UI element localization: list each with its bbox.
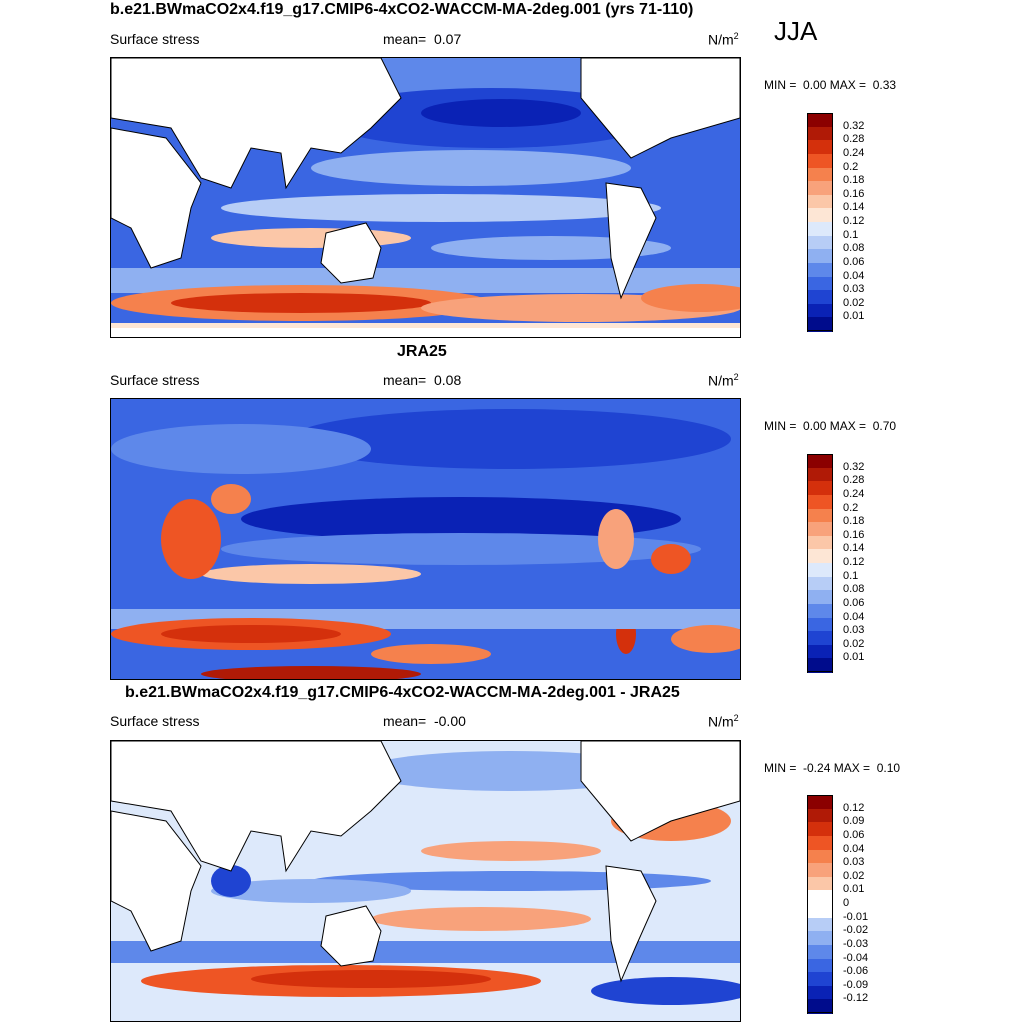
panel-2-map [110, 398, 741, 680]
colorbar-label: 0.08 [843, 583, 865, 596]
colorbar-label: 0.08 [843, 242, 865, 255]
colorbar-label: -0.01 [843, 910, 869, 923]
colorbar-label: 0.32 [843, 460, 865, 473]
panel-1-title: b.e21.BWmaCO2x4.f19_g17.CMIP6-4xCO2-WACC… [110, 1, 694, 18]
panel-2-minmax: MIN = 0.00 MAX = 0.70 [764, 419, 897, 433]
colorbar-label: 0.06 [843, 596, 865, 609]
panel-2-colorbar: 0.32 0.28 0.24 0.2 0.18 0.16 0.14 0.12 0.1 0.08 0.… [807, 454, 887, 673]
colorbar-label: -0.06 [843, 965, 869, 978]
colorbar-frame [807, 454, 833, 672]
colorbar-label: 0.2 [843, 160, 859, 173]
colorbar-label: 0.04 [843, 269, 865, 282]
colorbar-label: -0.02 [843, 924, 869, 937]
panel-2-variable: Surface stress [110, 372, 200, 388]
colorbar-label: 0.12 [843, 215, 865, 227]
panel-3-title: b.e21.BWmaCO2x4.f19_g17.CMIP6-4xCO2-WACC… [125, 684, 680, 701]
panel-1-colorbar: 0.32 0.28 0.24 0.2 0.18 0.16 0.14 0.12 0.1 0.08 0.… [807, 113, 887, 332]
panel-1-map [110, 57, 741, 338]
colorbar-frame [807, 795, 833, 1013]
panel-3-colorbar: 0.12 0.09 0.06 0.04 0.03 0.02 0.01 0 -0.01 -0.02-… [807, 795, 887, 1014]
panel-3-variable: Surface stress [110, 713, 200, 729]
colorbar-label: 0.09 [843, 815, 865, 828]
panel-3-minmax: MIN = -0.24 MAX = 0.10 [764, 761, 901, 775]
colorbar-label: 0.06 [843, 828, 865, 841]
colorbar-label: -0.04 [843, 951, 869, 964]
colorbar-label: 0.02 [843, 869, 865, 882]
colorbar-label: 0.14 [843, 542, 865, 555]
colorbar-label: 0.06 [843, 255, 865, 268]
colorbar-label: 0.2 [843, 501, 859, 514]
colorbar-label: 0.01 [843, 310, 865, 323]
panel-2-mean: mean= 0.08 [383, 372, 462, 388]
panel-3-contour-field [111, 741, 740, 1021]
colorbar-label: 0.02 [843, 296, 865, 309]
colorbar-label: 0.24 [843, 487, 865, 500]
colorbar-label: 0.04 [843, 610, 865, 623]
colorbar-label: 0.01 [843, 883, 865, 896]
colorbar-label: 0.16 [843, 187, 865, 200]
colorbar-label: -0.09 [843, 978, 869, 991]
panel-2-units: N/m2 [708, 372, 739, 389]
colorbar-label: 0.1 [843, 228, 859, 241]
colorbar-label: 0.18 [843, 174, 865, 187]
colorbar-label: 0.04 [843, 842, 865, 855]
colorbar-label: 0.1 [843, 569, 859, 582]
colorbar-label: 0.28 [843, 474, 865, 487]
colorbar-label: 0.24 [843, 146, 865, 159]
colorbar-label: 0.12 [843, 556, 865, 568]
panel-1-contour-field [111, 58, 740, 337]
colorbar-label: 0.32 [843, 119, 865, 132]
colorbar-label: 0.01 [843, 651, 865, 664]
panel-1-variable: Surface stress [110, 31, 200, 47]
panel-3-map [110, 740, 741, 1022]
colorbar-frame [807, 113, 833, 331]
colorbar-label: 0.12 [843, 801, 865, 814]
colorbar-label: -0.03 [843, 937, 869, 950]
colorbar-label: 0.03 [843, 856, 865, 869]
colorbar-label: -0.12 [843, 992, 869, 1005]
panel-2-title: JRA25 [397, 343, 447, 360]
colorbar-label: 0.03 [843, 283, 865, 296]
colorbar-label: 0.18 [843, 515, 865, 528]
colorbar-label: 0 [843, 897, 850, 909]
panel-1-mean: mean= 0.07 [383, 31, 462, 47]
panel-2-contour-field [111, 399, 740, 679]
colorbar-label: 0.02 [843, 637, 865, 650]
panel-3-mean: mean= -0.00 [383, 713, 466, 729]
panel-1-minmax: MIN = 0.00 MAX = 0.33 [764, 78, 897, 92]
colorbar-label: 0.28 [843, 133, 865, 146]
colorbar-label: 0.14 [843, 201, 865, 214]
panel-3-units: N/m2 [708, 713, 739, 730]
panel-1-units: N/m2 [708, 31, 739, 48]
colorbar-label: 0.03 [843, 624, 865, 637]
colorbar-label: 0.16 [843, 528, 865, 541]
season-label: JJA [774, 16, 818, 46]
